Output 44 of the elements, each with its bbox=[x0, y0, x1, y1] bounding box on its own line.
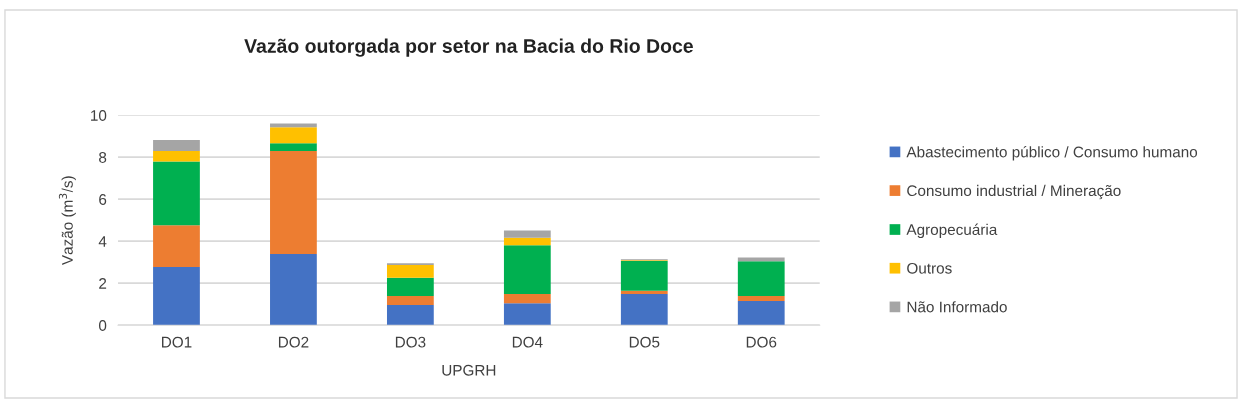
y-tick-label: 2 bbox=[99, 278, 107, 289]
y-tick-label: 0 bbox=[98, 320, 107, 331]
y-tick-label: 4 bbox=[98, 236, 107, 247]
bar bbox=[503, 245, 551, 295]
y-tick-label: 10 bbox=[91, 110, 107, 121]
x-tick-label: DO1 bbox=[162, 336, 192, 348]
y-axis-title: Vazão (m$^{3}$/s) bbox=[58, 176, 76, 266]
x-tick-label: DO4 bbox=[512, 336, 543, 348]
bar bbox=[153, 267, 200, 326]
bar bbox=[620, 260, 668, 291]
x-tick-label: DO2 bbox=[278, 336, 309, 348]
x-tick-label: DO3 bbox=[395, 336, 426, 348]
bar bbox=[386, 264, 434, 278]
bar bbox=[386, 296, 434, 306]
bar bbox=[386, 305, 434, 326]
y-tick-label: 8 bbox=[99, 152, 107, 163]
bar bbox=[153, 139, 200, 151]
legend-label: Abastecimento público / Consumo humano bbox=[906, 145, 1198, 161]
bar bbox=[270, 150, 317, 255]
bar bbox=[153, 161, 200, 226]
y-tick-label: 6 bbox=[99, 194, 107, 205]
legend-label: Não Informado bbox=[907, 301, 1007, 313]
bar bbox=[386, 277, 434, 297]
bar bbox=[153, 225, 200, 268]
bar bbox=[503, 237, 551, 246]
legend-label: Outros bbox=[907, 262, 952, 274]
bar bbox=[270, 254, 317, 326]
bar bbox=[620, 294, 668, 326]
legend-label: Consumo industrial / Mineração bbox=[907, 184, 1121, 200]
bar bbox=[270, 143, 317, 151]
bar bbox=[503, 294, 551, 304]
bar bbox=[620, 290, 668, 295]
bar bbox=[503, 230, 551, 238]
chart-title: Vazão outorgada por setor na Bacia do Rio Doce bbox=[244, 38, 693, 57]
x-axis-title: UPGRH bbox=[442, 364, 496, 376]
x-tick-label: DO6 bbox=[746, 336, 777, 348]
bar bbox=[737, 261, 785, 297]
bar bbox=[737, 301, 785, 326]
bar bbox=[503, 303, 551, 326]
bar bbox=[737, 296, 785, 302]
bar bbox=[153, 150, 200, 162]
bar bbox=[270, 127, 317, 144]
legend-label: Agropecuária bbox=[906, 223, 998, 239]
x-tick-label: DO5 bbox=[629, 336, 660, 348]
